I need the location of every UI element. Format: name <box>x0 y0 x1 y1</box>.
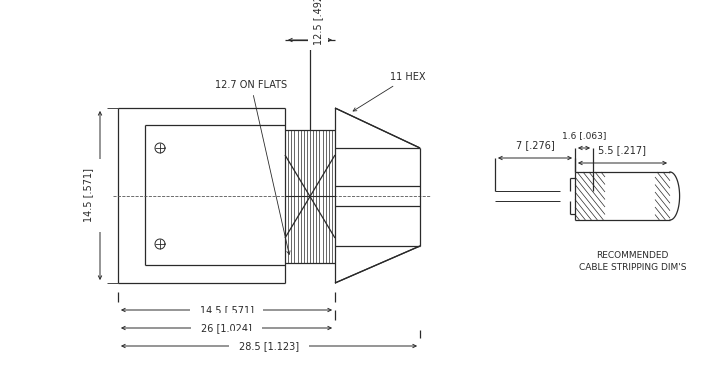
Text: 28.5 [1.123]: 28.5 [1.123] <box>239 341 299 351</box>
Text: 14.5 [.571]: 14.5 [.571] <box>83 169 93 222</box>
Text: 12.7 ON FLATS: 12.7 ON FLATS <box>215 80 290 255</box>
Text: 11 HEX: 11 HEX <box>353 72 426 111</box>
Text: 12.5 [.492]: 12.5 [.492] <box>313 0 323 45</box>
Text: 26 [1.024]: 26 [1.024] <box>201 323 252 333</box>
Text: 5.5 [.217]: 5.5 [.217] <box>598 145 647 155</box>
Text: RECOMMENDED
CABLE STRIPPING DIM'S: RECOMMENDED CABLE STRIPPING DIM'S <box>579 251 686 273</box>
Text: 14.5 [.571]: 14.5 [.571] <box>199 305 253 315</box>
Text: 7 [.276]: 7 [.276] <box>516 140 554 150</box>
Text: 1.6 [.063]: 1.6 [.063] <box>562 131 606 140</box>
